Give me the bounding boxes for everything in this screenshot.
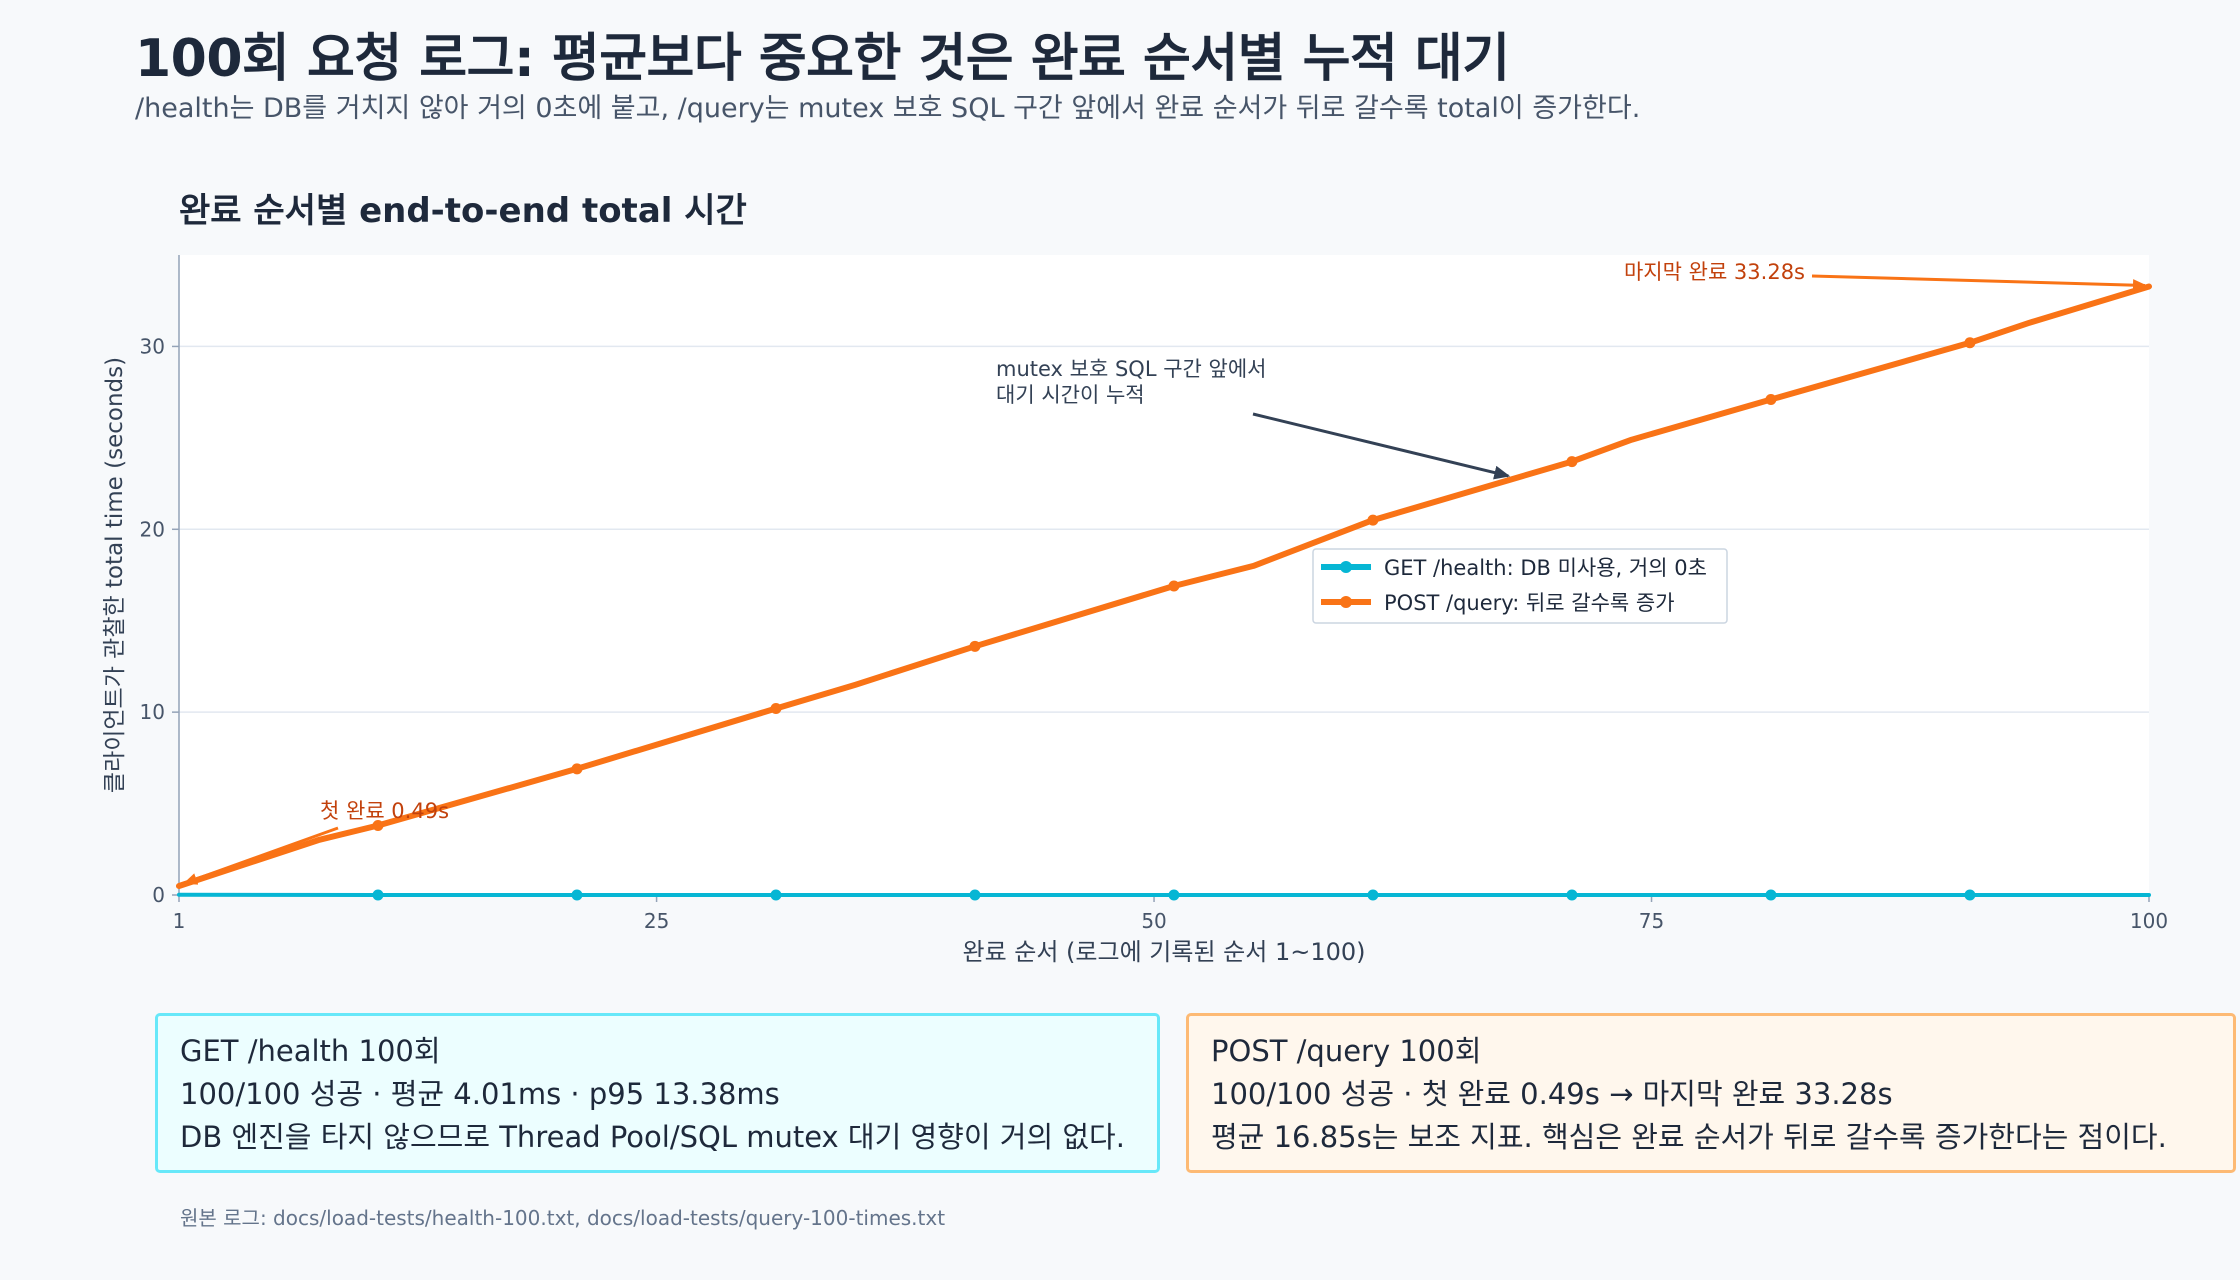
legend-label-query: POST /query: 뒤로 갈수록 증가 [1384, 591, 1675, 615]
data-point-query [1765, 393, 1777, 405]
health-card-note: DB 엔진을 타지 않으므로 Thread Pool/SQL mutex 대기 … [180, 1120, 1125, 1154]
health-card-heading: GET /health 100회 [180, 1034, 441, 1068]
x-tick-label: 50 [1141, 909, 1166, 933]
data-point-query [770, 702, 782, 714]
data-point-health [571, 889, 583, 901]
legend: GET /health: DB 미사용, 거의 0초 POST /query: … [1312, 548, 1728, 624]
legend-marker-query [1340, 596, 1352, 608]
query-summary-card: POST /query 100회 100/100 성공 · 첫 완료 0.49s… [1186, 1013, 2236, 1173]
page-subtitle: /health는 DB를 거치지 않아 거의 0초에 붙고, /query는 m… [135, 93, 1641, 124]
query-card-heading: POST /query 100회 [1211, 1034, 1482, 1068]
data-point-health [770, 889, 782, 901]
last-completion-label: 마지막 완료 33.28s [1624, 260, 1805, 284]
legend-label-health: GET /health: DB 미사용, 거의 0초 [1384, 556, 1707, 580]
legend-marker-health [1340, 561, 1352, 573]
y-tick-label: 30 [140, 334, 165, 358]
data-point-query [1964, 337, 1976, 349]
data-point-query [372, 820, 384, 832]
mutex-annotation-arrow [1252, 412, 1511, 480]
data-point-query [1566, 456, 1578, 468]
y-tick-label: 20 [140, 517, 165, 541]
mutex-annotation-line1: mutex 보호 SQL 구간 앞에서 [996, 357, 1266, 381]
series-line-query [176, 283, 2152, 889]
data-point-health [1367, 889, 1379, 901]
data-point-query [571, 763, 583, 775]
x-axis-label: 완료 순서 (로그에 기록된 순서 1~100) [962, 938, 1365, 966]
y-tick-label: 0 [152, 883, 165, 907]
data-point-query [969, 640, 981, 652]
data-point-health [1566, 889, 1578, 901]
page-title: 100회 요청 로그: 평균보다 중요한 것은 완료 순서별 누적 대기 [135, 29, 1510, 89]
x-tick-label: 75 [1639, 909, 1664, 933]
data-point-health [1168, 889, 1180, 901]
data-point-health [969, 889, 981, 901]
x-tick-label: 100 [2130, 909, 2168, 933]
data-point-query [1168, 580, 1180, 592]
last-completion-arrow [1811, 274, 2147, 292]
chart-title: 완료 순서별 end-to-end total 시간 [179, 191, 747, 231]
x-tick-label: 25 [644, 909, 669, 933]
health-summary-card: GET /health 100회 100/100 성공 · 평균 4.01ms … [155, 1013, 1160, 1173]
mutex-annotation-line2: 대기 시간이 누적 [996, 383, 1145, 407]
legend-box [1312, 548, 1728, 624]
query-card-stats: 100/100 성공 · 첫 완료 0.49s → 마지막 완료 33.28s [1211, 1077, 1893, 1111]
data-point-health [372, 889, 384, 901]
x-tick-label: 1 [173, 909, 186, 933]
query-card-note: 평균 16.85s는 보조 지표. 핵심은 완료 순서가 뒤로 갈수록 증가한다… [1211, 1120, 2167, 1154]
health-card-stats: 100/100 성공 · 평균 4.01ms · p95 13.38ms [180, 1077, 780, 1111]
data-point-health [1964, 889, 1976, 901]
y-axis-label: 클라이언트가 관찰한 total time (seconds) [102, 357, 128, 793]
first-completion-label: 첫 완료 0.49s [320, 799, 449, 823]
first-completion-arrow [183, 826, 339, 885]
data-point-health [1765, 889, 1777, 901]
source-note: 원본 로그: docs/load-tests/health-100.txt, d… [180, 1206, 946, 1230]
data-point-query [1367, 514, 1379, 526]
total-time-line-chart: 0 10 20 30 1 25 50 75 100 첫 완료 0.49s 마지막 완료 33.28… [102, 191, 2168, 966]
y-tick-label: 10 [140, 700, 165, 724]
